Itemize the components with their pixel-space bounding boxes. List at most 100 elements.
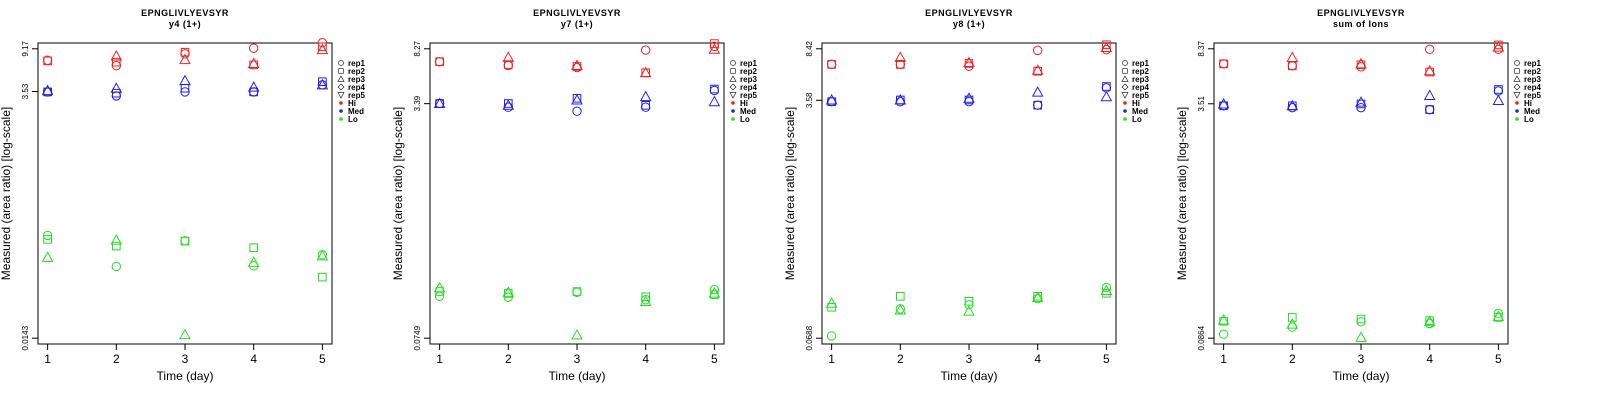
data-point-hi — [43, 56, 52, 66]
x-tick-label: 2 — [1289, 352, 1296, 366]
data-point-lo — [502, 286, 515, 297]
data-point-hi — [180, 47, 190, 57]
data-point-hi — [434, 57, 445, 67]
data-point-lo — [111, 261, 122, 272]
data-point-med — [1423, 89, 1436, 101]
legend-dot-hi — [1123, 101, 1127, 105]
legend-marker-rep4 — [337, 83, 345, 91]
data-point-med — [248, 87, 259, 97]
data-point-lo — [179, 328, 191, 340]
data-point-hi — [1218, 59, 1229, 69]
legend-item-label: rep2 — [348, 67, 365, 76]
y-tick-label: 0.0143 — [21, 325, 30, 350]
data-point-hi — [826, 59, 837, 70]
x-tick-label: 5 — [319, 352, 326, 366]
data-point-med — [571, 93, 583, 105]
data-point-lo — [43, 235, 52, 244]
legend-marker-icon — [1122, 68, 1128, 74]
data-point-hi — [435, 57, 444, 67]
y-axis-label: Measured (area ratio) [log-scale] — [0, 107, 13, 280]
legend-marker-rep5 — [1121, 92, 1129, 99]
data-point-med — [502, 99, 515, 110]
y-tick-label: 8.37 — [1197, 40, 1206, 56]
data-point-hi — [504, 60, 513, 69]
legend-marker-icon — [1121, 75, 1129, 82]
data-point-hi — [894, 51, 907, 62]
data-point-hi — [963, 56, 975, 68]
legend-marker-rep5 — [337, 92, 345, 99]
legend-item-label: rep1 — [740, 59, 757, 68]
legend-item-label: Med — [740, 107, 756, 116]
legend-item-label: rep1 — [348, 59, 365, 68]
data-point-med — [318, 77, 327, 86]
legend-dot-med — [1515, 109, 1519, 113]
legend-marker-icon — [1513, 75, 1521, 82]
data-point-med — [640, 102, 651, 112]
data-point-lo — [1492, 310, 1505, 321]
chart-subtitle: y7 (1+) — [561, 19, 593, 29]
data-point-med — [1032, 100, 1043, 110]
legend-dot-lo — [339, 117, 343, 121]
x-tick-label: 3 — [966, 352, 973, 366]
legend-marker-rep3 — [729, 75, 737, 82]
legend-marker-icon — [1121, 83, 1129, 91]
x-tick-label: 5 — [711, 352, 718, 366]
data-point-lo — [1423, 315, 1436, 327]
data-point-lo — [1356, 314, 1366, 324]
data-point-hi — [179, 53, 191, 65]
data-point-lo — [894, 303, 907, 315]
x-tick-label: 3 — [182, 352, 189, 366]
x-tick-label: 5 — [1103, 352, 1110, 366]
legend-item-label: Med — [1132, 107, 1148, 116]
legend-item-label: Lo — [1524, 115, 1534, 124]
legend-dot-lo — [731, 117, 735, 121]
data-point-lo — [110, 234, 123, 245]
data-point-hi — [710, 39, 719, 48]
data-point-med — [1287, 102, 1298, 113]
legend-marker-icon — [730, 60, 736, 66]
legend-item-label: rep1 — [1524, 59, 1541, 68]
y-tick-label: 0.0688 — [805, 325, 814, 350]
data-point-med — [572, 106, 582, 116]
data-point-hi — [1355, 57, 1367, 69]
data-point-lo — [249, 243, 258, 252]
data-point-med — [1494, 85, 1503, 94]
y-axis-label: Measured (area ratio) [log-scale] — [783, 107, 797, 280]
y-tick-label: 3.53 — [21, 83, 30, 99]
data-point-lo — [826, 331, 837, 341]
y-tick-label: 8.27 — [413, 40, 422, 56]
legend-marker-rep3 — [1121, 75, 1129, 82]
data-point-med — [1100, 90, 1113, 102]
legend-dot-hi — [731, 101, 735, 105]
data-point-med — [1424, 104, 1435, 115]
legend-marker-icon — [337, 75, 345, 82]
data-point-hi — [571, 59, 583, 71]
data-point-lo — [572, 287, 582, 296]
chart-title: EPNGLIVLYEVSYR — [533, 8, 621, 18]
legend-dot-med — [731, 109, 735, 113]
legend-marker-rep1 — [338, 60, 344, 66]
data-point-lo — [571, 328, 583, 340]
x-tick-label: 2 — [113, 352, 120, 366]
y-tick-label: 3.58 — [805, 92, 814, 108]
legend-item-label: Lo — [1132, 115, 1142, 124]
data-point-lo — [825, 297, 838, 308]
plot-frame — [429, 42, 725, 345]
data-point-med — [895, 96, 906, 107]
y-tick-label: 3.51 — [1197, 95, 1206, 111]
legend-item-label: rep5 — [1524, 91, 1541, 100]
legend-marker-icon — [729, 83, 737, 91]
legend-marker-icon — [729, 75, 737, 82]
data-point-lo — [1217, 314, 1230, 325]
x-axis-label: Time (day) — [1333, 369, 1390, 383]
legend-item-label: rep5 — [1132, 91, 1149, 100]
data-point-hi — [827, 60, 836, 69]
data-point-hi — [247, 57, 260, 69]
data-point-med — [709, 85, 720, 96]
data-point-hi — [110, 50, 123, 61]
data-point-hi — [1101, 44, 1112, 55]
